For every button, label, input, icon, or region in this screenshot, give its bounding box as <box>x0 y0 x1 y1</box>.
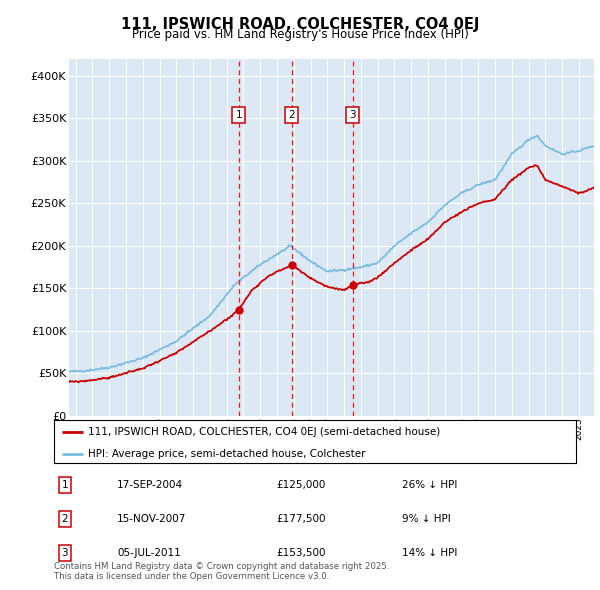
Text: 111, IPSWICH ROAD, COLCHESTER, CO4 0EJ (semi-detached house): 111, IPSWICH ROAD, COLCHESTER, CO4 0EJ (… <box>88 427 440 437</box>
Text: £177,500: £177,500 <box>276 514 325 524</box>
Text: 17-SEP-2004: 17-SEP-2004 <box>117 480 183 490</box>
Text: Price paid vs. HM Land Registry's House Price Index (HPI): Price paid vs. HM Land Registry's House … <box>131 28 469 41</box>
Text: 1: 1 <box>61 480 68 490</box>
Text: 14% ↓ HPI: 14% ↓ HPI <box>402 548 457 558</box>
Text: 2: 2 <box>289 110 295 120</box>
Text: 3: 3 <box>61 548 68 558</box>
Text: 3: 3 <box>349 110 356 120</box>
Text: 15-NOV-2007: 15-NOV-2007 <box>117 514 187 524</box>
Text: 2: 2 <box>61 514 68 524</box>
Text: £153,500: £153,500 <box>276 548 325 558</box>
Text: 111, IPSWICH ROAD, COLCHESTER, CO4 0EJ: 111, IPSWICH ROAD, COLCHESTER, CO4 0EJ <box>121 17 479 31</box>
Text: 9% ↓ HPI: 9% ↓ HPI <box>402 514 451 524</box>
Text: Contains HM Land Registry data © Crown copyright and database right 2025.
This d: Contains HM Land Registry data © Crown c… <box>54 562 389 581</box>
Text: 1: 1 <box>235 110 242 120</box>
Text: 26% ↓ HPI: 26% ↓ HPI <box>402 480 457 490</box>
Text: £125,000: £125,000 <box>276 480 325 490</box>
Text: 05-JUL-2011: 05-JUL-2011 <box>117 548 181 558</box>
Text: HPI: Average price, semi-detached house, Colchester: HPI: Average price, semi-detached house,… <box>88 448 365 458</box>
